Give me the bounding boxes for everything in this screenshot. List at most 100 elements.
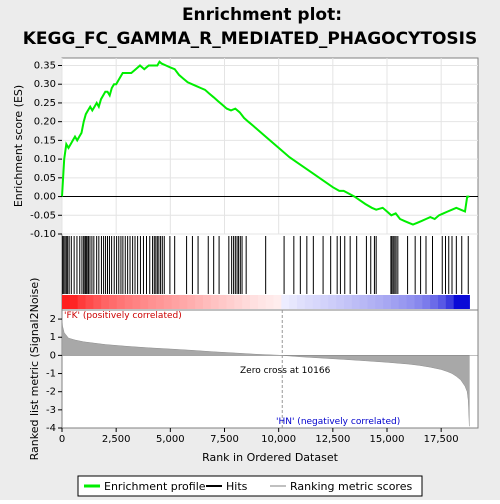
es-y-axis-label: Enrichment score (ES) [12,85,25,207]
ranking-metric-area [61,319,470,427]
x-axis: 0 2,500 5,000 7,500 10,000 12,500 15,000 17,500 [59,428,459,445]
heatmap-cell [461,295,470,309]
x-axis-label: Rank in Ordered Dataset [202,451,339,464]
x-tick-label: 17,500 [424,434,459,445]
x-tick-label: 0 [59,434,65,445]
heatmap-cell [156,295,165,309]
heatmap-cell [85,295,94,309]
es-profile-layer [61,60,470,226]
heatmap-cell [140,295,149,309]
heatmap-cell [297,295,306,309]
x-tick-label: 10,000 [261,434,296,445]
heatmap-cell [218,295,228,309]
metric-y-tick-label: -2 [46,387,56,398]
heatmap-cell [148,295,157,309]
heatmap-cell [336,295,345,309]
legend-box [77,475,423,497]
heatmap-cell [257,295,267,309]
heatmap-cell [187,295,196,309]
heatmap-cell [273,295,282,309]
legend-label-enrichment: Enrichment profile [104,480,206,493]
metric-y-tick-label: -3 [46,405,56,416]
heatmap-cell [422,295,431,309]
heatmap-cell [438,295,447,309]
heatmap-cell [210,295,220,309]
heatmap-cell [304,295,314,309]
heatmap-cell [234,295,243,309]
metric-y-tick-label: -1 [46,369,56,380]
heatmap-cell [171,295,181,309]
heatmap-cell [344,295,353,309]
es-y-tick-label: 0.10 [34,154,56,165]
rank-heatmap-bar [62,295,470,309]
heatmap-cell [398,295,408,309]
x-tick-label: 5,000 [156,434,185,445]
zero-cross-label: Zero cross at 10166 [240,366,331,376]
heatmap-cell [289,295,298,309]
metric-y-tick-label: 1 [50,332,56,343]
heatmap-cell [163,295,173,309]
es-y-tick-label: -0.05 [30,210,56,221]
heatmap-cell [383,295,392,309]
metric-y-axis: 2 1 0 -1 -2 -3 -4 [46,314,62,434]
heatmap-cell [281,295,290,309]
es-y-tick-label: -0.10 [30,229,56,240]
es-y-tick-label: 0.15 [34,135,56,146]
heatmap-cell [69,295,79,309]
es-profile-line [61,60,470,226]
heatmap-cell [62,295,71,309]
heatmap-cell [265,295,275,309]
heatmap-cell [109,295,118,309]
legend-label-metric: Ranking metric scores [290,480,412,493]
hit-marks [62,236,469,294]
es-y-axis: -0.10 -0.05 0.00 0.05 0.10 0.15 0.20 0.25 0.30 0.… [30,60,62,240]
heatmap-cell [375,295,384,309]
heatmap-cell [359,295,369,309]
heatmap-cell [406,295,416,309]
heatmap-cell [203,295,212,309]
x-tick-label: 2,500 [102,434,131,445]
es-y-tick-label: 0.05 [34,173,56,184]
ranking-metric-layer [61,310,478,428]
heatmap-cell [124,295,134,309]
metric-y-tick-label: 2 [50,314,56,325]
positive-correlation-label: 'FK' (positively correlated) [64,311,182,321]
x-tick-label: 15,000 [370,434,405,445]
x-tick-label: 12,500 [315,434,350,445]
heatmap-cell [453,295,463,309]
heatmap-cell [312,295,322,309]
heatmap-cell [250,295,259,309]
heatmap-cell [445,295,455,309]
es-y-tick-label: 0.35 [34,60,56,71]
heatmap-cell [77,295,87,309]
es-y-tick-label: 0.00 [34,192,56,203]
metric-y-axis-label: Ranked list metric (Signal2Noise) [28,278,41,461]
metric-panel [61,309,479,429]
chart-title-line-2: KEGG_FC_GAMMA_R_MEDIATED_PHAGOCYTOSIS [23,29,478,49]
x-tick-label: 7,500 [210,434,239,445]
heatmap-cell [320,295,329,309]
heatmap-cell [195,295,204,309]
heatmap-cell [367,295,376,309]
heatmap-cell [430,295,439,309]
chart-title-line-1: Enrichment plot: [182,5,342,25]
heatmap-cell [391,295,400,309]
heatmap-cell [132,295,141,309]
heatmap-cell [179,295,188,309]
heatmap-cell [351,295,361,309]
es-y-tick-label: 0.25 [34,98,56,109]
metric-y-tick-label: 0 [50,350,56,361]
es-panel [61,57,479,235]
heatmap-cell [116,295,126,309]
legend-label-hits: Hits [226,480,248,493]
heatmap-cell [242,295,251,309]
es-gridlines [61,58,478,235]
heatmap-cell [101,295,110,309]
es-y-tick-label: 0.30 [34,79,56,90]
es-y-tick-label: 0.20 [34,117,56,128]
heatmap-cell [414,295,423,309]
metric-y-tick-label: -4 [46,423,56,434]
heatmap-cell [328,295,337,309]
